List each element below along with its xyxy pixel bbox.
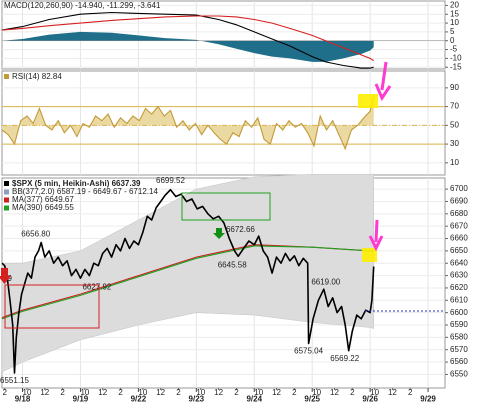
y-tick-label: 5 xyxy=(450,27,455,36)
y-tick-label: 70 xyxy=(450,102,459,111)
x-tick-label: 10 xyxy=(138,388,147,397)
x-tick-label: 2 xyxy=(2,388,7,397)
x-date-label: 9/24 xyxy=(246,395,262,403)
legend-swatch xyxy=(4,197,9,203)
annotation: 6551.15 xyxy=(0,376,29,385)
y-tick-label: 30 xyxy=(450,139,459,148)
annotation: 6645.58 xyxy=(218,260,247,269)
annotation: 6619.00 xyxy=(311,277,340,286)
y-tick-label: 90 xyxy=(450,83,459,92)
x-date-label: 9/19 xyxy=(73,395,89,403)
bollinger-band xyxy=(1,173,374,373)
y-tick-label: 6650 xyxy=(450,246,468,255)
highlight-box xyxy=(4,284,100,329)
green-arrow xyxy=(213,228,225,239)
highlight-box xyxy=(181,192,271,221)
x-tick-label: 10 xyxy=(254,388,263,397)
y-tick-label: 10 xyxy=(450,18,459,27)
y-tick-label: 6550 xyxy=(450,370,468,379)
x-date-label: 9/18 xyxy=(15,395,31,403)
y-tick-label: 6590 xyxy=(450,320,468,329)
x-date-label: 9/22 xyxy=(131,395,147,403)
x-tick-label: 10 xyxy=(80,388,89,397)
y-tick-label: 50 xyxy=(450,120,459,129)
panel-title: MACD(120,260,90) -14.940, -11.299, -3.64… xyxy=(4,1,161,10)
x-tick-label: 2 xyxy=(60,388,65,397)
overlay xyxy=(0,61,445,329)
x-tick-label: 12 xyxy=(330,388,339,397)
x-tick-label: 10 xyxy=(312,388,321,397)
y-tick-label: 20 xyxy=(450,1,459,10)
y-tick-label: -5 xyxy=(450,45,458,54)
series-line xyxy=(1,11,374,69)
x-tick-label: 10 xyxy=(196,388,205,397)
annotation: 6656.80 xyxy=(21,230,50,239)
x-tick-label: 2 xyxy=(234,388,239,397)
panel-title: $SPX (5 min, Heikin-Ashi) 6637.39 xyxy=(12,179,141,188)
price-line xyxy=(1,188,375,374)
series-line xyxy=(1,245,374,320)
y-tick-label: 6630 xyxy=(450,271,468,280)
y-tick-label: 6620 xyxy=(450,283,468,292)
legend-swatch xyxy=(4,181,9,186)
x-date-label: 9/25 xyxy=(304,395,320,403)
x-tick-label: 2 xyxy=(176,388,181,397)
annotation: 6672.66 xyxy=(226,225,255,234)
legend-entry: BB(377,2.0) 6587.19 - 6649.67 - 6712.14 xyxy=(12,187,158,196)
y-tick-label: 6600 xyxy=(450,308,468,317)
y-tick-label: 0 xyxy=(450,36,455,45)
x-tick-label: 2 xyxy=(292,388,297,397)
y-tick-label: -15 xyxy=(450,62,462,71)
y-tick-label: 6660 xyxy=(450,234,468,243)
y-tick-label: 10 xyxy=(450,158,459,167)
y-tick-label: 6680 xyxy=(450,209,468,218)
macd-histogram xyxy=(2,31,374,62)
x-tick-label: 2 xyxy=(408,388,413,397)
x-tick-label: 10 xyxy=(370,388,379,397)
panel-title: RSI(14) 82.84 xyxy=(12,72,62,81)
x-date-label: 9/26 xyxy=(362,395,378,403)
legend-swatch xyxy=(4,189,9,195)
magenta-arrow xyxy=(368,219,384,252)
y-tick-label: 6690 xyxy=(450,197,468,206)
legend-entry: MA(390) 6649.55 xyxy=(12,203,74,212)
y-tick-label: 15 xyxy=(450,9,459,18)
x-tick-label: 12 xyxy=(40,388,49,397)
y-tick-label: 6670 xyxy=(450,221,468,230)
y-tick-label: -10 xyxy=(450,54,462,63)
magenta-arrow xyxy=(374,61,392,102)
annotation: 6627.92 xyxy=(82,282,111,291)
y-tick-label: 6610 xyxy=(450,295,468,304)
x-tick-label: 12 xyxy=(214,388,223,397)
x-date-label: 9/29 xyxy=(420,395,436,403)
x-tick-label: 12 xyxy=(388,388,397,397)
annotation: 6569.22 xyxy=(330,354,359,363)
x-tick-label: 2 xyxy=(118,388,123,397)
series-line xyxy=(1,15,374,62)
y-tick-label: 6640 xyxy=(450,258,468,267)
red-arrow xyxy=(0,268,11,284)
yellow-marker xyxy=(362,248,377,262)
x-tick-label: 12 xyxy=(98,388,107,397)
x-tick-label: 2 xyxy=(350,388,355,397)
legend-swatch xyxy=(4,205,9,211)
x-tick-label: 10 xyxy=(23,388,32,397)
x-date-label: 9/23 xyxy=(189,395,205,403)
annotation: 6699.52 xyxy=(156,176,185,185)
legend-swatch xyxy=(4,74,9,79)
yellow-marker xyxy=(358,94,378,108)
y-tick-label: 6700 xyxy=(450,184,468,193)
x-tick-label: 12 xyxy=(272,388,281,397)
x-tick-label: 12 xyxy=(156,388,165,397)
y-tick-label: 6570 xyxy=(450,345,468,354)
y-tick-label: 6560 xyxy=(450,357,468,366)
series-line xyxy=(1,94,375,151)
y-tick-label: 6580 xyxy=(450,332,468,341)
annotation: 6575.04 xyxy=(294,347,323,356)
legend-entry: MA(377) 6649.67 xyxy=(12,195,74,204)
